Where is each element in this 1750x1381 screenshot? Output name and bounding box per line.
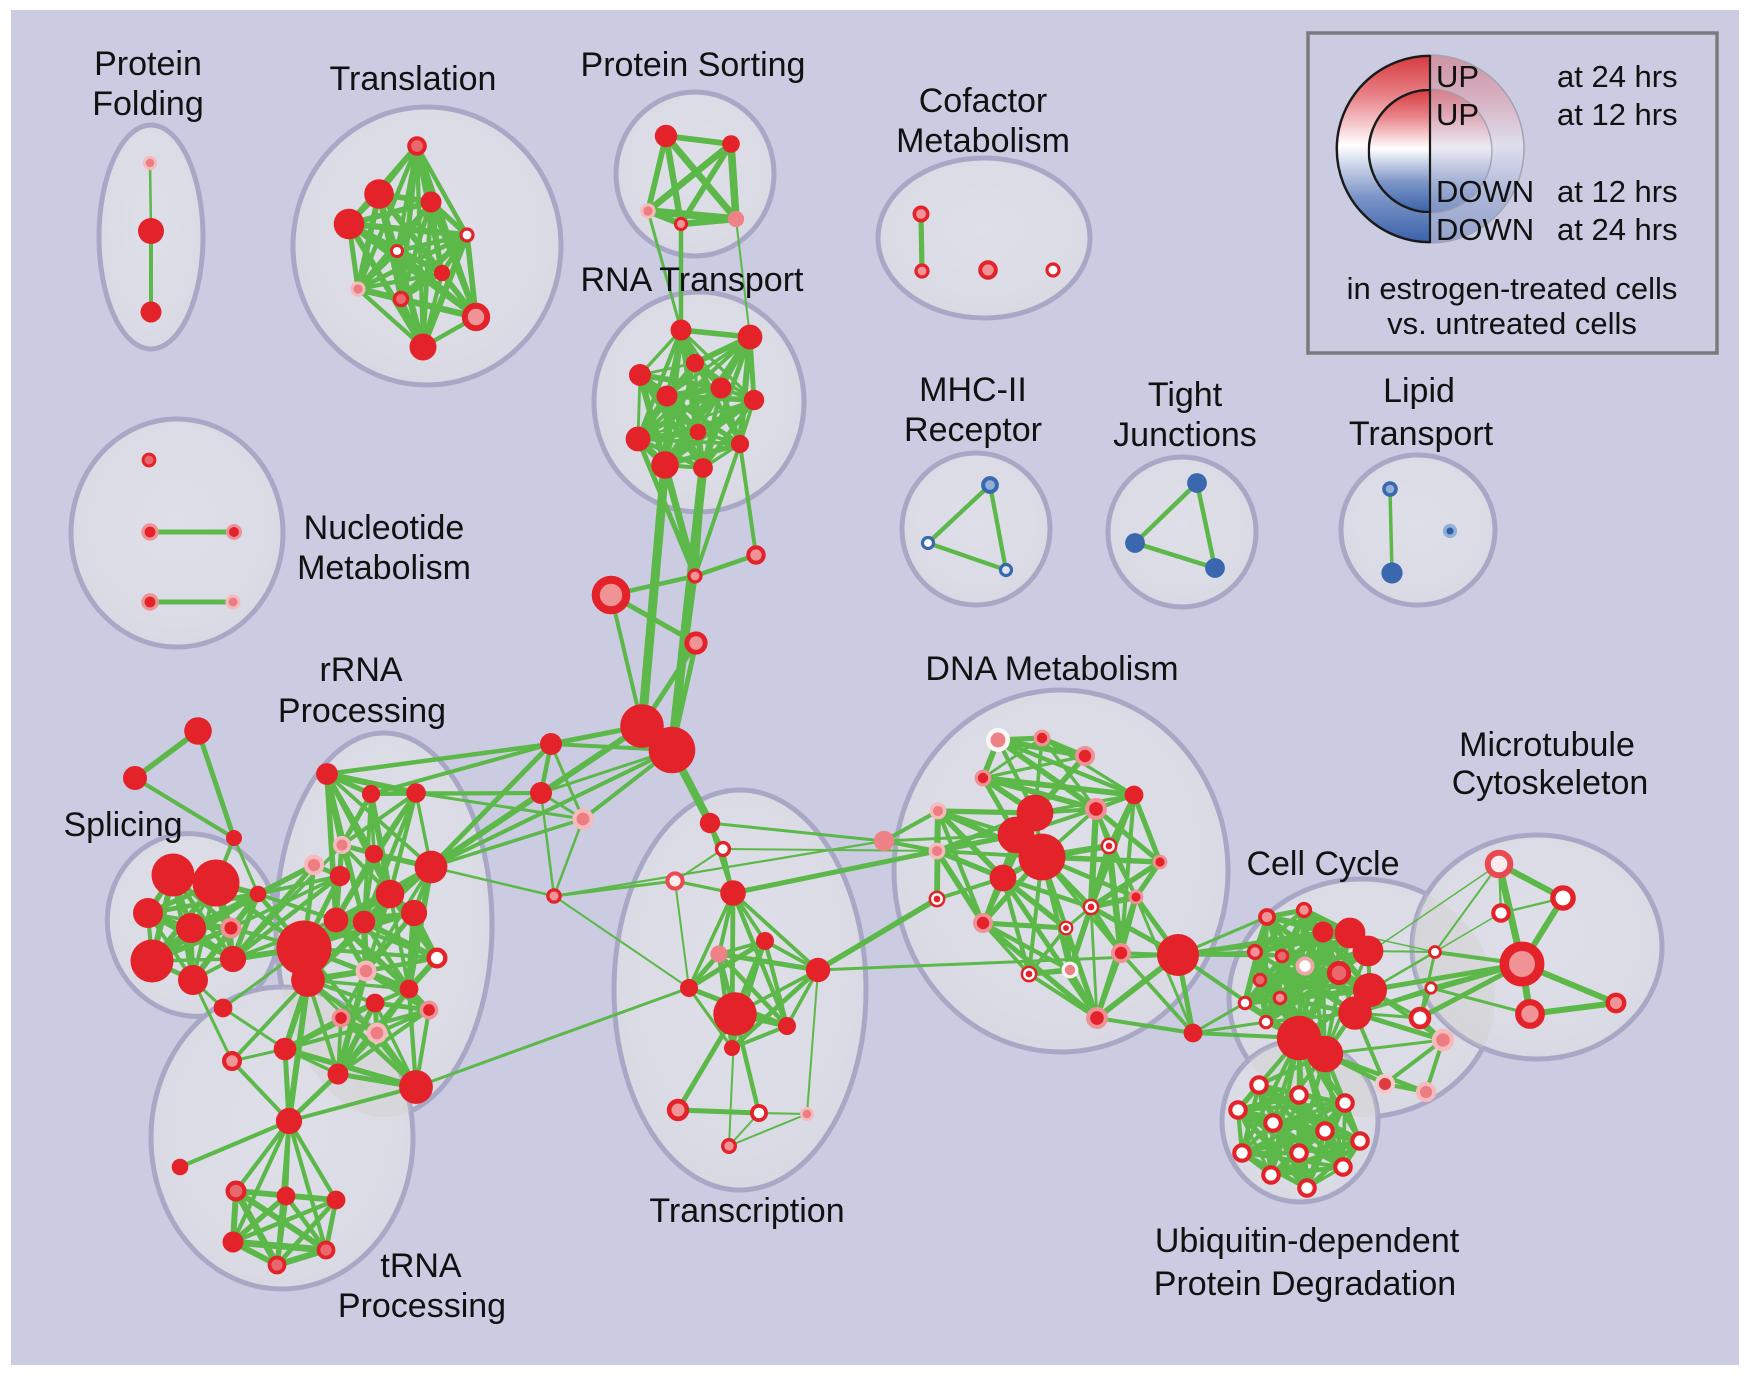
svg-text:Splicing: Splicing (63, 806, 182, 844)
svg-text:Tight: Tight (1148, 376, 1223, 414)
svg-text:tRNA: tRNA (380, 1247, 462, 1285)
svg-text:in estrogen-treated cells: in estrogen-treated cells (1347, 271, 1678, 306)
svg-text:Folding: Folding (92, 85, 204, 123)
svg-text:rRNA: rRNA (319, 651, 402, 689)
svg-text:Cell Cycle: Cell Cycle (1246, 845, 1399, 883)
svg-text:at 12 hrs: at 12 hrs (1557, 97, 1678, 132)
svg-text:UP: UP (1436, 97, 1479, 132)
svg-text:DNA Metabolism: DNA Metabolism (925, 650, 1178, 688)
svg-text:UP: UP (1436, 59, 1479, 94)
svg-text:Protein Degradation: Protein Degradation (1154, 1265, 1456, 1303)
svg-text:Transcription: Transcription (649, 1192, 844, 1230)
svg-text:at 24 hrs: at 24 hrs (1557, 59, 1678, 94)
svg-text:Receptor: Receptor (904, 411, 1042, 449)
svg-text:Microtubule: Microtubule (1459, 726, 1635, 764)
svg-text:Processing: Processing (338, 1287, 506, 1325)
svg-text:Protein: Protein (94, 45, 202, 83)
svg-text:Ubiquitin-dependent: Ubiquitin-dependent (1155, 1222, 1460, 1260)
svg-text:Cofactor: Cofactor (919, 82, 1048, 120)
svg-text:RNA Transport: RNA Transport (581, 261, 805, 299)
svg-text:Transport: Transport (1349, 415, 1494, 453)
svg-text:DOWN: DOWN (1436, 174, 1534, 209)
svg-text:at 12 hrs: at 12 hrs (1557, 174, 1678, 209)
svg-text:DOWN: DOWN (1436, 212, 1534, 247)
svg-text:MHC-II: MHC-II (919, 371, 1027, 409)
svg-text:vs. untreated cells: vs. untreated cells (1387, 306, 1637, 341)
svg-text:Metabolism: Metabolism (896, 122, 1070, 160)
svg-text:Lipid: Lipid (1383, 372, 1455, 410)
svg-text:Metabolism: Metabolism (297, 549, 471, 587)
svg-text:Processing: Processing (278, 692, 446, 730)
svg-text:at 24 hrs: at 24 hrs (1557, 212, 1678, 247)
svg-text:Junctions: Junctions (1113, 416, 1257, 454)
svg-text:Protein Sorting: Protein Sorting (581, 46, 806, 84)
svg-text:Nucleotide: Nucleotide (304, 509, 465, 547)
svg-text:Translation: Translation (330, 60, 497, 98)
svg-text:Cytoskeleton: Cytoskeleton (1452, 764, 1649, 802)
